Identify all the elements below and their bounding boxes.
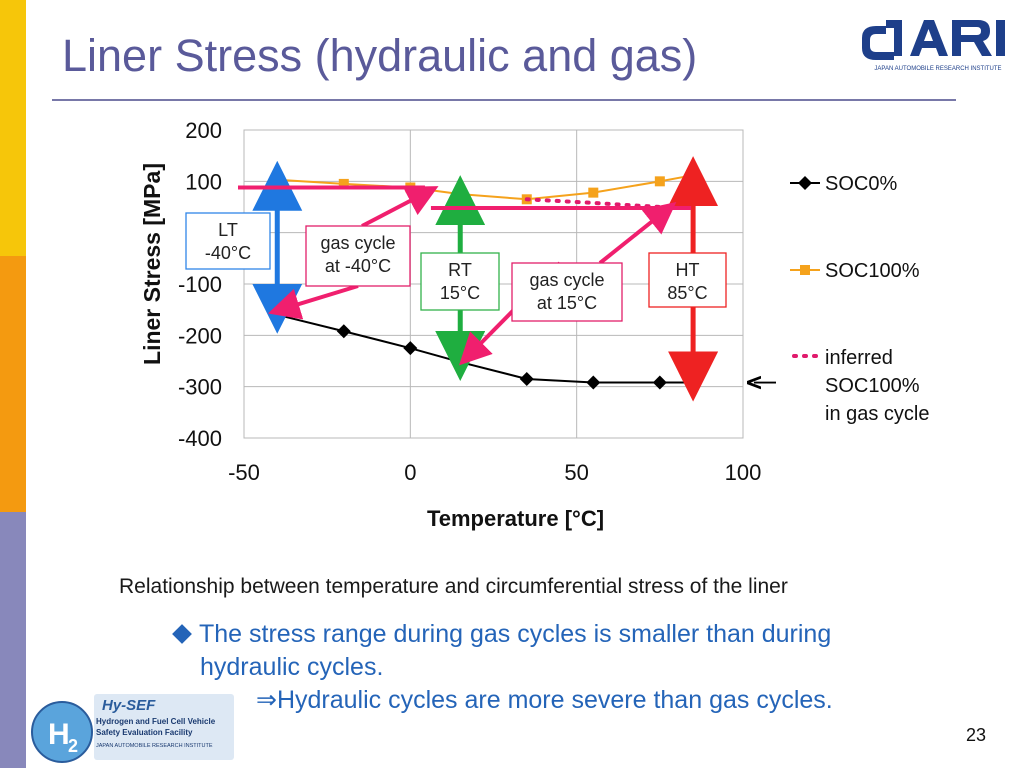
bullet-item: The stress range during gas cycles is sm… — [170, 618, 833, 651]
annotation-text-ht: HT — [676, 260, 700, 280]
arrow-gas-15-to-high — [598, 202, 677, 265]
chart-caption: Relationship between temperature and cir… — [119, 575, 788, 598]
chart-legend: SOC0% SOC100% inferred SOC100% in gas cycle — [754, 173, 930, 425]
arrow-gas-m40-to-low — [267, 284, 359, 320]
annotation-text-gas-cycle-m40: at -40°C — [325, 256, 391, 276]
series-line-soc0 — [277, 313, 694, 384]
hysef-line2: Safety Evaluation Facility — [96, 728, 193, 737]
hysef-line1: Hydrogen and Fuel Cell Vehicle — [96, 717, 216, 726]
data-point-soc0 — [519, 371, 534, 386]
diamond-bullet-icon — [172, 623, 192, 644]
data-point-soc100 — [455, 189, 466, 200]
annotation-text-gas-cycle-15: gas cycle — [529, 270, 604, 290]
legend-entry: in gas cycle — [825, 403, 930, 425]
annotation-text-rt: 15°C — [440, 283, 480, 303]
annotation-text-lt: LT — [218, 220, 238, 240]
arrow-gas-m40-to-high — [361, 186, 439, 228]
y-tick-label: -400 — [178, 426, 222, 451]
x-axis-label: Temperature [°C] — [427, 506, 604, 531]
annotation-text-rt: RT — [448, 260, 472, 280]
svg-text:H: H — [48, 718, 70, 751]
bullet-list: The stress range during gas cycles is sm… — [170, 618, 833, 717]
data-point-soc100 — [338, 178, 349, 189]
annotation-text-lt: -40°C — [205, 243, 251, 263]
x-tick-label: 100 — [725, 460, 762, 485]
y-tick-label: -200 — [178, 323, 222, 348]
annotation-box-gas-cycle-m40 — [305, 225, 411, 287]
data-point-soc0 — [586, 375, 601, 390]
jari-logo: JAPAN AUTOMOBILE RESEARCH INSTITUTE — [862, 20, 1005, 72]
jari-logo-text: JAPAN AUTOMOBILE RESEARCH INSTITUTE — [874, 66, 1001, 72]
annotation-box-rt — [420, 252, 500, 311]
legend-marker-soc100 — [800, 265, 810, 275]
data-point-soc100 — [272, 174, 283, 185]
legend-entry: SOC0% — [825, 173, 897, 195]
data-point-soc0 — [652, 375, 667, 390]
series-line-soc100 — [277, 174, 694, 201]
data-point-soc0 — [336, 324, 351, 339]
annotation-text-gas-cycle-15: at 15°C — [537, 293, 597, 313]
annotation-text-gas-cycle-m40: gas cycle — [320, 233, 395, 253]
page-number: 23 — [965, 725, 986, 745]
y-tick-label: 100 — [185, 169, 222, 194]
bullet-conclusion: ⇒Hydraulic cycles are more severe than g… — [256, 686, 833, 714]
annotation-box-gas-cycle-15 — [511, 262, 623, 322]
data-point-soc100 — [688, 170, 699, 181]
left-bar-violet — [0, 512, 26, 768]
liner-stress-chart: 200 100 -100 -200 -300 -400-50 0 50 100 Temperatu… — [139, 118, 930, 531]
title-underline — [52, 99, 956, 101]
svg-text:2: 2 — [68, 736, 78, 756]
y-tick-label: -100 — [178, 272, 222, 297]
x-tick-label: 0 — [404, 460, 416, 485]
legend-entry: inferred — [825, 347, 893, 369]
data-point-soc0 — [403, 341, 418, 356]
bullet-text-2: hydraulic cycles. — [200, 653, 384, 681]
annotation-box-ht — [648, 252, 727, 308]
data-point-soc100 — [654, 176, 665, 187]
x-tick-label: 50 — [564, 460, 588, 485]
legend-marker-soc0 — [798, 176, 812, 190]
hysef-name: Hy-SEF — [102, 697, 156, 714]
annotation-text-ht: 85°C — [667, 283, 707, 303]
x-tick-label: -50 — [228, 460, 260, 485]
annotation-box-lt — [185, 212, 271, 270]
data-point-soc100 — [588, 187, 599, 198]
left-bar-yellow — [0, 0, 26, 256]
y-axis-label: Liner Stress [MPa] — [139, 163, 165, 365]
bullet-text-1: The stress range during gas cycles is sm… — [199, 620, 832, 648]
left-accent-bar — [0, 0, 26, 768]
left-bar-orange — [0, 256, 26, 512]
y-tick-label: 200 — [185, 118, 222, 143]
slide-title: Liner Stress (hydraulic and gas) — [62, 30, 698, 81]
legend-entry: SOC100% — [825, 260, 920, 282]
legend-entry: SOC100% — [825, 375, 920, 397]
hysef-line3: JAPAN AUTOMOBILE RESEARCH INSTITUTE — [96, 743, 213, 749]
plot-labels: 200 100 -100 -200 -300 -400-50 0 50 100 Temperatu… — [139, 118, 761, 531]
y-tick-label: -300 — [178, 375, 222, 400]
hysef-logo: H 2 Hy-SEF Hydrogen and Fuel Cell Vehicl… — [31, 694, 234, 763]
